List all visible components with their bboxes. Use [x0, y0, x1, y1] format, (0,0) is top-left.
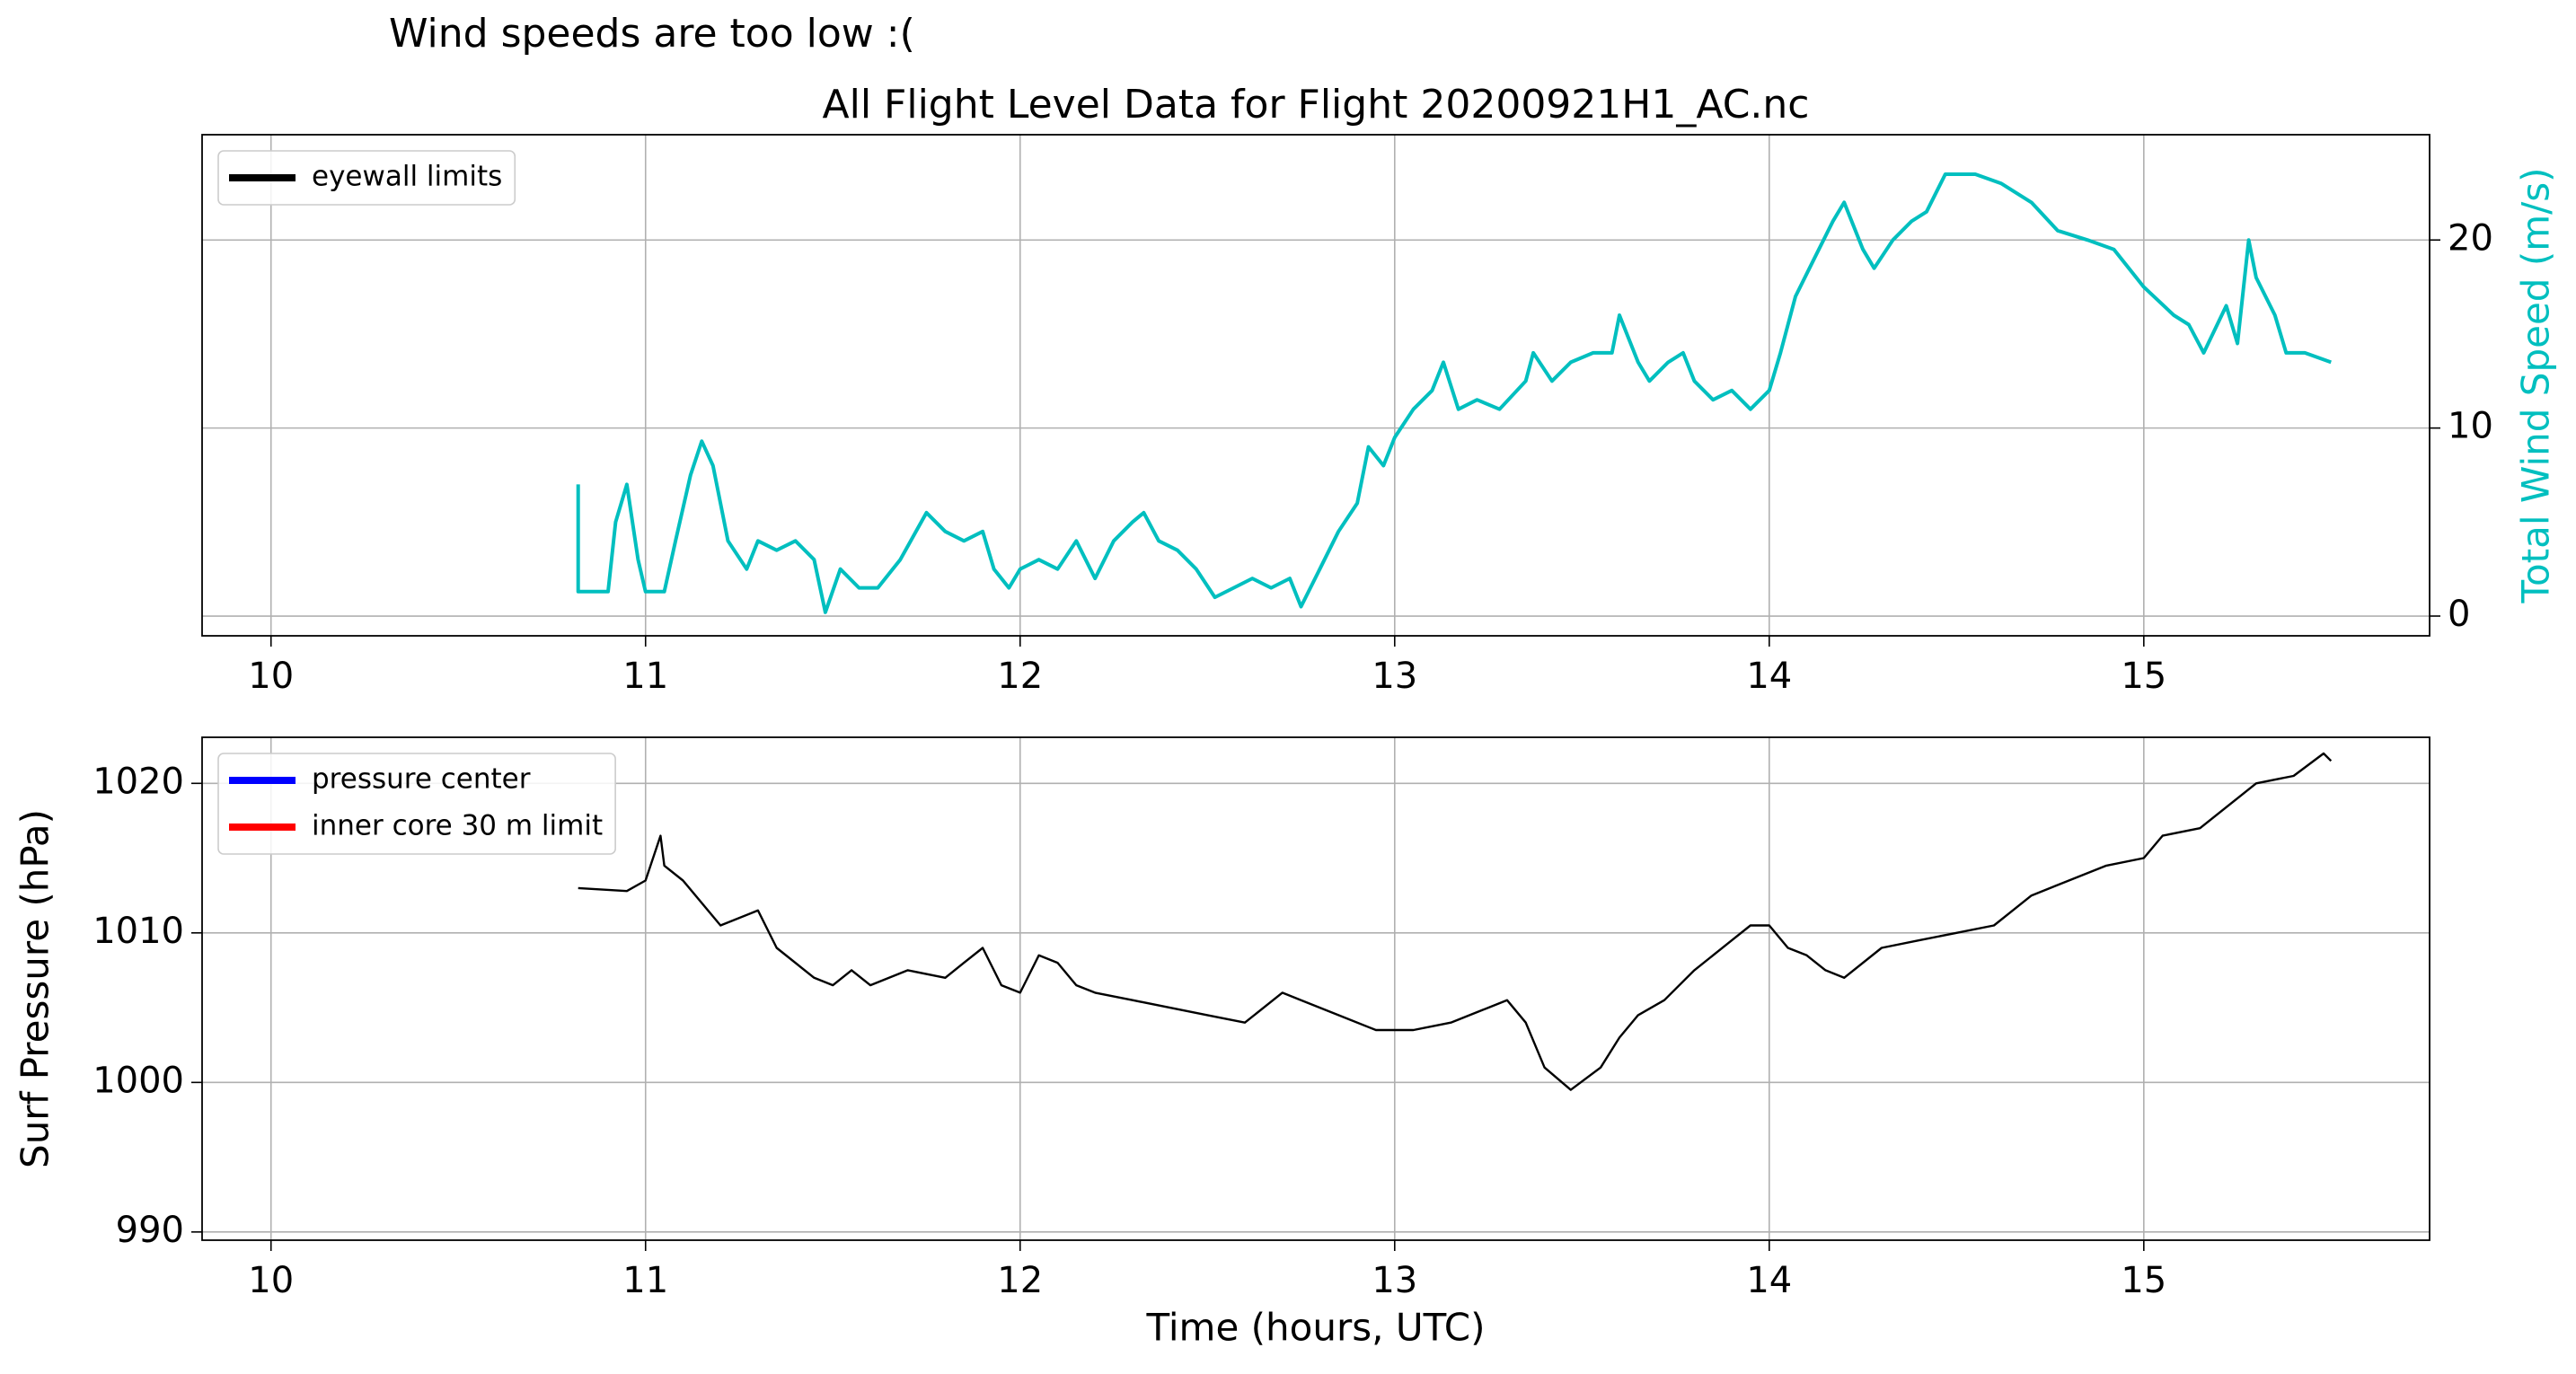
y-tick-label: 990 — [116, 1210, 184, 1251]
annotation: Wind speeds are too low :( — [389, 11, 915, 57]
x-tick-label: 11 — [622, 1260, 668, 1301]
data-line — [576, 172, 2332, 614]
y-tick-label: 1010 — [93, 911, 184, 952]
plot-frame — [201, 134, 2430, 637]
x-tick-label: 15 — [2121, 656, 2166, 697]
data-line — [578, 752, 2333, 1091]
x-tick-label: 12 — [997, 1260, 1043, 1301]
y-axis-label: Surf Pressure (hPa) — [13, 809, 57, 1168]
legend: eyewall limits — [217, 150, 516, 206]
y-tick-label: 1020 — [93, 761, 184, 802]
x-tick-label: 10 — [248, 656, 294, 697]
x-tick-label: 13 — [1372, 1260, 1417, 1301]
legend-label: inner core 30 m limit — [312, 810, 603, 842]
y-tick-label: 20 — [2448, 217, 2493, 259]
legend: pressure center inner core 30 m limit — [217, 753, 616, 855]
x-tick-label: 11 — [622, 656, 668, 697]
x-tick-label: 12 — [997, 656, 1043, 697]
y2-axis-label: Total Wind Speed (m/s) — [2514, 167, 2558, 603]
x-tick-label: 14 — [1746, 1260, 1792, 1301]
chart-title: All Flight Level Data for Flight 2020092… — [823, 82, 1810, 128]
x-tick-label: 13 — [1372, 656, 1417, 697]
plot-frame — [201, 736, 2430, 1241]
legend-box — [217, 753, 616, 855]
legend-box — [217, 150, 516, 206]
x-axis-label: Time (hours, UTC) — [1146, 1306, 1486, 1350]
y-tick-label: 10 — [2448, 406, 2493, 447]
x-tick-label: 14 — [1746, 656, 1792, 697]
x-tick-label: 10 — [248, 1260, 294, 1301]
y-tick-label: 0 — [2448, 594, 2470, 635]
legend-label: eyewall limits — [312, 161, 502, 193]
legend-label: pressure center — [312, 763, 531, 796]
y-tick-label: 1000 — [93, 1060, 184, 1101]
x-tick-label: 15 — [2121, 1260, 2166, 1301]
